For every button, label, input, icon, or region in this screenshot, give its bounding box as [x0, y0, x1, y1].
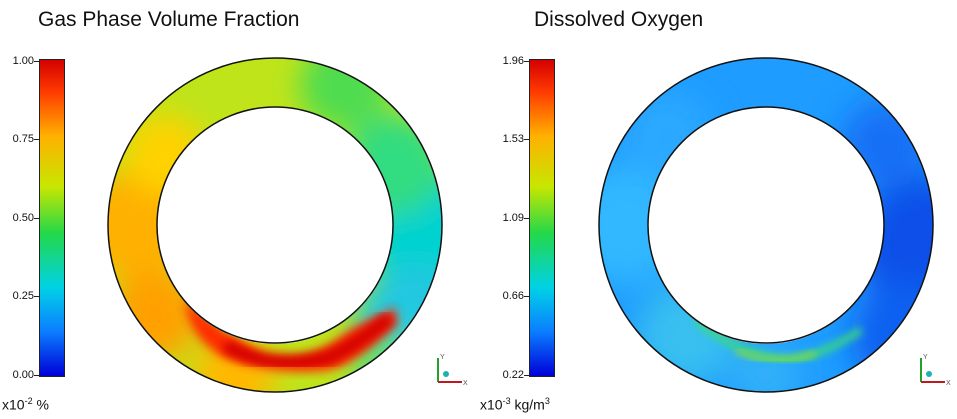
units-exponent: -3 — [502, 396, 511, 406]
colorbar-tick-mark — [34, 61, 39, 62]
colorbar-tick-label: 1.53 — [502, 133, 524, 145]
colorbar-tick-label: 0.22 — [502, 369, 524, 381]
units-exponent: -2 — [24, 396, 33, 406]
axis-y-label: Y — [923, 354, 928, 361]
colorbar-tick-mark — [524, 139, 529, 140]
colorbar-tick-mark — [524, 218, 529, 219]
gas-phase-contour-ring — [107, 57, 443, 393]
colorbar-tick-mark — [34, 375, 39, 376]
colorbar-tick-label: 1.09 — [502, 212, 524, 224]
units-unit-exponent: 3 — [544, 396, 550, 406]
gas-phase-panel: Gas Phase Volume Fraction 1.00 0.75 0.50… — [0, 0, 478, 419]
dissolved-oxygen-units: x10-3 kg/m3 — [480, 396, 550, 413]
colorbar-tick-label: 0.25 — [12, 290, 34, 302]
axis-y-label: Y — [440, 354, 445, 361]
colorbar-tick-label: 1.00 — [12, 55, 34, 67]
units-unit: % — [36, 396, 49, 413]
colorbar-tick-mark — [524, 61, 529, 62]
dissolved-oxygen-title: Dissolved Oxygen — [534, 8, 704, 31]
gas-phase-title: Gas Phase Volume Fraction — [38, 8, 300, 31]
colorbar-tick-label: 0.00 — [12, 369, 34, 381]
units-base: x10 — [480, 396, 503, 413]
colorbar-tick-label: 0.50 — [12, 212, 34, 224]
colorbar-tick-mark — [524, 296, 529, 297]
units-base: x10 — [2, 396, 25, 413]
colorbar-tick-mark — [34, 218, 39, 219]
colorbar-tick-mark — [34, 139, 39, 140]
axis-triad-icon: Y X — [437, 354, 468, 387]
units-unit: kg/m — [514, 396, 545, 413]
colorbar-tick-label: 0.66 — [502, 290, 524, 302]
axis-x-label: X — [946, 380, 951, 387]
colorbar-tick-label: 0.75 — [12, 133, 34, 145]
colorbar-tick-label: 1.96 — [502, 55, 524, 67]
colorbar-tick-mark — [524, 375, 529, 376]
gas-phase-units: x10-2 % — [2, 396, 49, 413]
axis-triad-icon: Y X — [920, 354, 951, 387]
dissolved-oxygen-panel: Dissolved Oxygen 1.96 1.53 1.09 0.66 0.2… — [478, 0, 957, 419]
dissolved-oxygen-colorbar — [529, 59, 555, 377]
gas-phase-colorbar — [39, 59, 65, 377]
dissolved-oxygen-contour-ring — [598, 57, 934, 393]
axis-x-label: X — [463, 380, 468, 387]
colorbar-tick-mark — [34, 296, 39, 297]
